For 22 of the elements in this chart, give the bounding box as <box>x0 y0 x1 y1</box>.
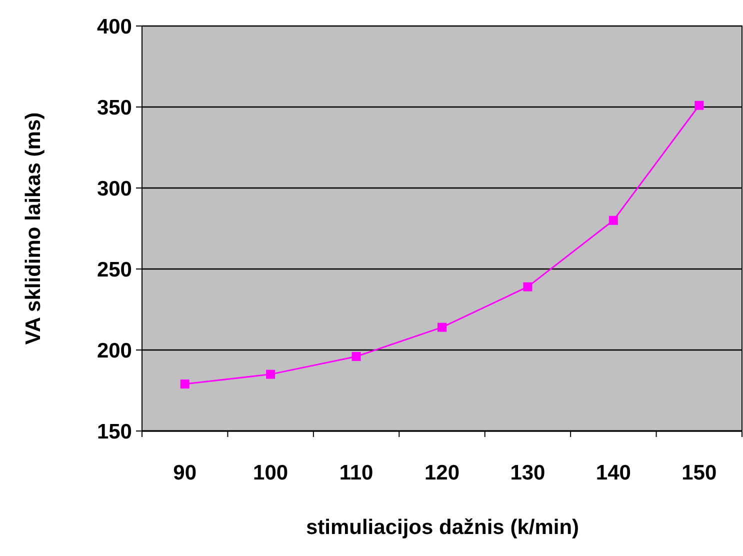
x-tick-label: 130 <box>510 461 546 484</box>
x-tick-label: 110 <box>339 461 374 484</box>
y-tick-label: 250 <box>96 258 132 282</box>
x-tick-label: 90 <box>173 461 197 484</box>
y-tick-label: 150 <box>96 420 132 444</box>
point <box>523 282 532 292</box>
y-axis-title: VA sklidimo laikas (ms) <box>22 112 45 345</box>
y-tick-label: 300 <box>96 177 132 200</box>
point <box>608 216 618 225</box>
point <box>180 380 190 389</box>
y-tick-label: 400 <box>96 15 132 38</box>
point <box>266 370 276 379</box>
x-tick-label: 120 <box>424 461 460 484</box>
y-tick-label: 350 <box>96 96 132 120</box>
x-axis-title: stimuliacijos dažnis (k/min) <box>306 516 580 539</box>
x-tick-label: 150 <box>682 461 717 484</box>
point <box>352 352 361 361</box>
point <box>694 100 704 110</box>
x-tick-label: 140 <box>596 461 631 484</box>
x-tick-label: 100 <box>253 461 288 484</box>
point <box>438 322 446 332</box>
y-tick-label: 200 <box>96 339 132 362</box>
